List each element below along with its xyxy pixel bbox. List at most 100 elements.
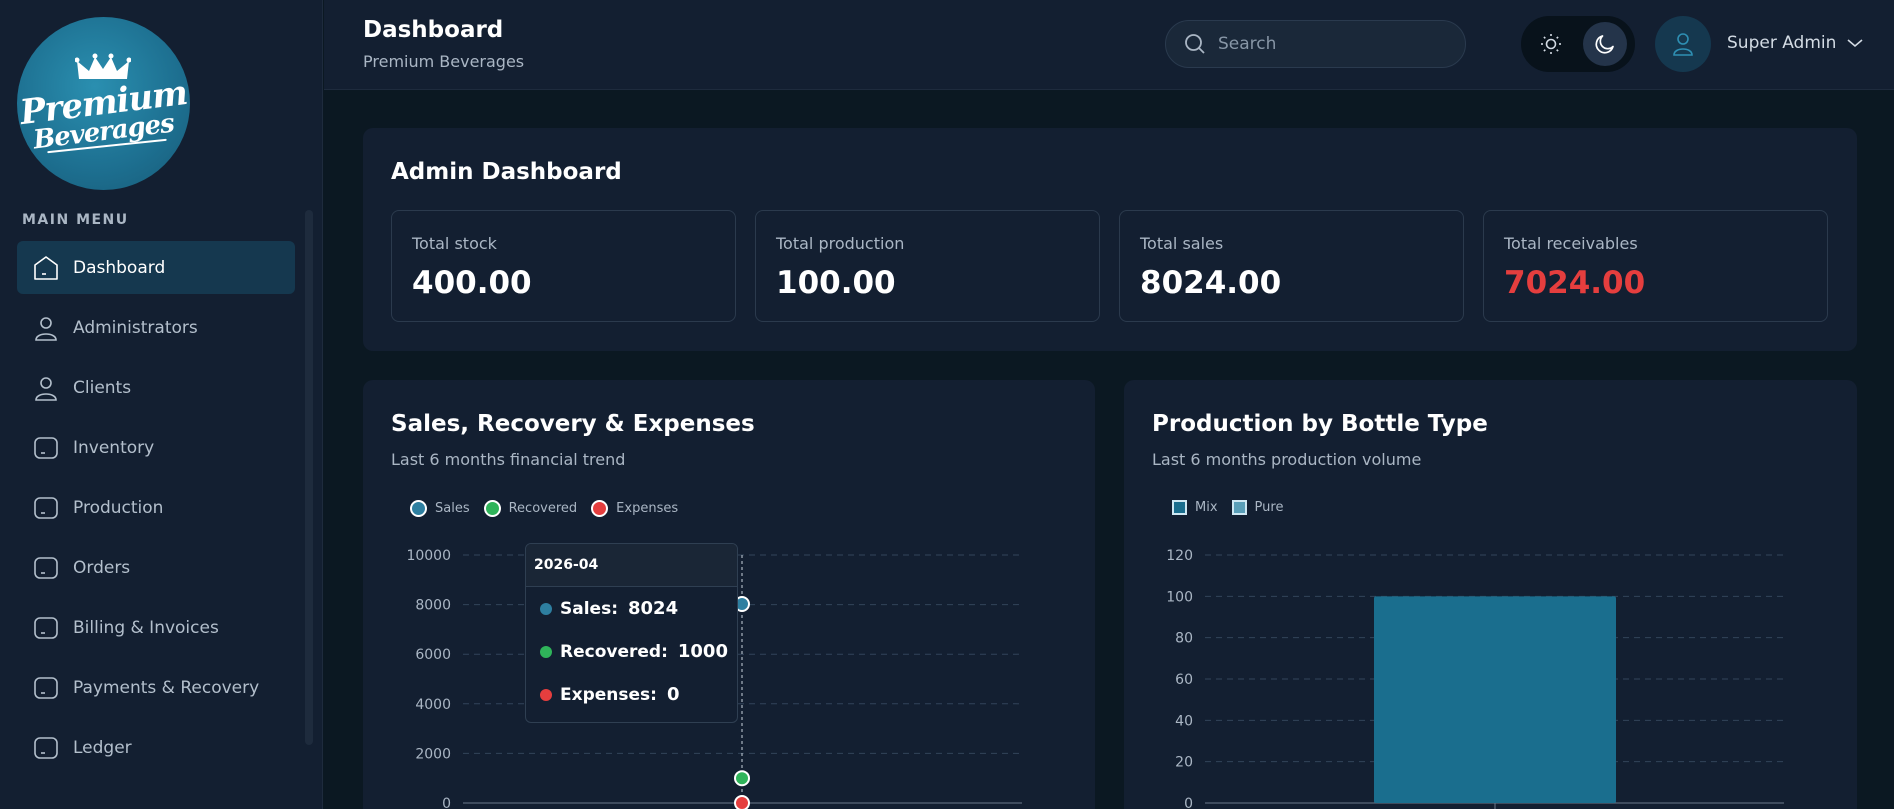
stat-value: 7024.00 xyxy=(1504,265,1646,301)
sidebar-item-payments[interactable]: Payments & Recovery xyxy=(17,661,295,714)
chart-legend: Mix Pure xyxy=(1172,500,1297,515)
sidebar-item-billing[interactable]: Billing & Invoices xyxy=(17,601,295,654)
tooltip-value: 8024 xyxy=(628,598,679,619)
stat-value: 100.00 xyxy=(776,265,896,301)
sidebar-item-label: Payments & Recovery xyxy=(73,677,260,698)
sidebar-item-production[interactable]: Production xyxy=(17,481,295,534)
box-icon xyxy=(33,615,59,641)
y-tick-label: 60 xyxy=(1175,672,1193,688)
stat-label: Total sales xyxy=(1140,234,1224,253)
dark-mode-button[interactable] xyxy=(1583,22,1627,66)
data-point-expenses xyxy=(734,795,750,809)
tooltip-title: 2026-04 xyxy=(526,544,737,587)
stat-total-production: Total production 100.00 xyxy=(755,210,1100,322)
sidebar-item-label: Billing & Invoices xyxy=(73,617,219,638)
sun-icon xyxy=(1541,34,1561,54)
avatar[interactable] xyxy=(1655,16,1711,72)
stats-card: Admin Dashboard Total stock 400.00 Total… xyxy=(363,128,1857,351)
page-title: Dashboard xyxy=(363,17,504,43)
legend-swatch xyxy=(410,500,427,517)
y-tick-label: 2000 xyxy=(415,746,451,762)
y-tick-label: 6000 xyxy=(415,647,451,663)
legend-item-recovered[interactable]: Recovered xyxy=(483,500,577,517)
legend-swatch xyxy=(591,500,609,517)
search-input[interactable] xyxy=(1218,34,1448,54)
sidebar-item-label: Production xyxy=(73,497,164,518)
box-icon xyxy=(33,735,59,761)
user-icon xyxy=(1673,33,1693,56)
legend-swatch xyxy=(1172,500,1187,515)
brand-logo[interactable]: Premium Beverages xyxy=(17,17,190,190)
sidebar-item-label: Ledger xyxy=(73,737,132,758)
sidebar-item-clients[interactable]: Clients xyxy=(17,361,295,414)
stat-label: Total receivables xyxy=(1504,234,1638,253)
bar-mix xyxy=(1374,596,1616,803)
stat-total-sales: Total sales 8024.00 xyxy=(1119,210,1464,322)
sidebar-scrollbar[interactable] xyxy=(305,210,313,745)
sidebar-item-ledger[interactable]: Ledger xyxy=(17,721,295,774)
user-icon xyxy=(33,375,59,401)
sidebar-item-label: Dashboard xyxy=(73,257,166,278)
legend-item-mix[interactable]: Mix xyxy=(1172,500,1218,515)
sidebar-item-label: Orders xyxy=(73,557,131,578)
tooltip-dot xyxy=(540,602,552,615)
chart-title: Production by Bottle Type xyxy=(1152,411,1488,437)
stat-value: 400.00 xyxy=(412,265,532,301)
tooltip-label: Expenses: xyxy=(560,684,657,705)
sidebar-item-label: Administrators xyxy=(73,317,198,338)
user-icon xyxy=(33,315,59,341)
crown-icon xyxy=(75,53,131,79)
moon-icon xyxy=(1595,35,1614,54)
sidebar-item-orders[interactable]: Orders xyxy=(17,541,295,594)
y-tick-label: 4000 xyxy=(415,697,451,713)
main-nav: Dashboard Administrators Clients Invento… xyxy=(17,241,295,781)
tooltip-label: Sales: xyxy=(560,598,618,619)
chevron-down-icon xyxy=(1847,39,1863,48)
home-icon xyxy=(33,255,59,281)
y-tick-label: 20 xyxy=(1175,755,1193,771)
data-point-recovered xyxy=(734,770,750,787)
sidebar-item-inventory[interactable]: Inventory xyxy=(17,421,295,474)
stat-total-receivables: Total receivables 7024.00 xyxy=(1483,210,1828,322)
search-icon xyxy=(1185,34,1205,54)
tooltip-value: 1000 xyxy=(677,641,728,662)
stats-heading: Admin Dashboard xyxy=(391,159,622,185)
user-menu[interactable]: Super Admin xyxy=(1727,33,1864,53)
sidebar-item-administrators[interactable]: Administrators xyxy=(17,301,295,354)
legend-swatch xyxy=(483,500,501,517)
legend-item-pure[interactable]: Pure xyxy=(1231,500,1284,515)
sidebar-item-dashboard[interactable]: Dashboard xyxy=(17,241,295,294)
y-tick-label: 10000 xyxy=(406,548,451,564)
chart-subtitle: Last 6 months financial trend xyxy=(391,450,626,469)
legend-item-expenses[interactable]: Expenses xyxy=(591,500,678,517)
legend-item-sales[interactable]: Sales xyxy=(410,500,470,517)
y-tick-label: 40 xyxy=(1175,713,1193,729)
light-mode-button[interactable] xyxy=(1529,22,1573,66)
chart-legend: Sales Recovered Expenses xyxy=(410,500,692,517)
sidebar: Premium Beverages MAIN MENU Dashboard Ad… xyxy=(0,0,323,809)
sidebar-item-label: Clients xyxy=(73,377,132,398)
theme-toggle[interactable] xyxy=(1521,16,1635,72)
tooltip-value: 0 xyxy=(666,684,680,705)
sidebar-item-label: Inventory xyxy=(73,437,155,458)
box-icon xyxy=(33,675,59,701)
legend-label: Mix xyxy=(1195,500,1218,515)
chart-title: Sales, Recovery & Expenses xyxy=(391,411,755,437)
y-tick-label: 8000 xyxy=(415,598,451,614)
legend-label: Sales xyxy=(435,501,470,516)
chart-tooltip: 2026-04 Sales: 8024 Recovered: 1000 Expens… xyxy=(525,543,738,723)
stat-value: 8024.00 xyxy=(1140,265,1282,301)
page-subtitle: Premium Beverages xyxy=(363,52,525,71)
stat-total-stock: Total stock 400.00 xyxy=(391,210,736,322)
box-icon xyxy=(33,435,59,461)
main-menu-title: MAIN MENU xyxy=(22,212,129,228)
tooltip-row-expenses: Expenses: 0 xyxy=(526,673,737,716)
y-tick-label: 100 xyxy=(1166,589,1193,605)
stat-label: Total stock xyxy=(412,234,497,253)
stat-label: Total production xyxy=(776,234,905,253)
y-tick-label: 120 xyxy=(1166,548,1193,564)
y-tick-label: 0 xyxy=(442,796,451,809)
search-box[interactable] xyxy=(1165,20,1466,68)
legend-label: Pure xyxy=(1254,500,1284,515)
